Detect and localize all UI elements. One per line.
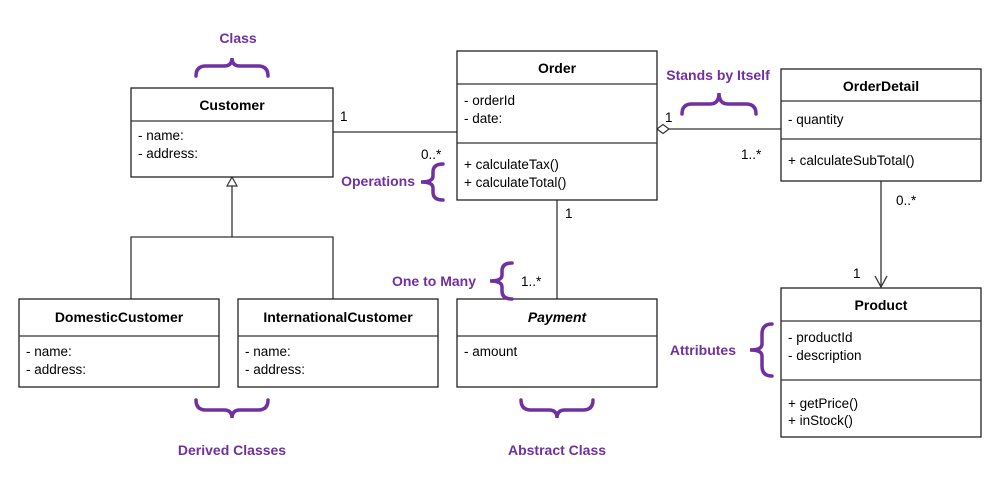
class-name: Order — [538, 60, 577, 76]
attribute: - productId — [788, 330, 853, 345]
brace-icon — [680, 92, 758, 116]
operation: + getPrice() — [788, 396, 858, 411]
annotation-operations: Operations — [341, 173, 415, 189]
class-name: Payment — [528, 309, 588, 325]
brace-icon — [194, 398, 270, 419]
multiplicity-label: 1 — [340, 109, 348, 124]
attribute: - name: — [245, 344, 291, 359]
attribute: - address: — [26, 362, 86, 377]
attribute: - orderId — [464, 93, 515, 108]
class-payment[interactable]: Payment - amount — [456, 298, 658, 388]
class-name: InternationalCustomer — [263, 309, 413, 325]
brace-icon — [489, 261, 514, 301]
attribute: - date: — [464, 111, 502, 126]
operation: + calculateTotal() — [464, 175, 566, 190]
operation: + inStock() — [788, 413, 853, 428]
operation: + calculateTax() — [464, 157, 559, 172]
annotation-abstract-class: Abstract Class — [508, 442, 606, 458]
multiplicity-label: 1 — [665, 110, 673, 125]
class-name: DomesticCustomer — [55, 309, 184, 325]
brace-icon — [749, 322, 774, 378]
annotation-derived-classes: Derived Classes — [178, 442, 286, 458]
class-order[interactable]: Order - orderId - date: + calculateTax()… — [456, 50, 658, 201]
brace-icon — [194, 57, 270, 78]
class-name: Customer — [199, 97, 265, 113]
multiplicity-label: 0..* — [421, 147, 442, 162]
brace-icon — [519, 398, 595, 419]
class-orderdetail[interactable]: OrderDetail - quantity + calculateSubTot… — [780, 68, 982, 182]
class-name: Product — [855, 297, 908, 313]
annotation-stands-by-itself: Stands by Itself — [666, 67, 770, 83]
class-customer[interactable]: Customer - name: - address: — [130, 87, 334, 178]
multiplicity-label: 1 — [853, 266, 861, 281]
class-name: OrderDetail — [843, 78, 919, 94]
class-internationalcustomer[interactable]: InternationalCustomer - name: - address: — [237, 298, 439, 388]
multiplicity-label: 1..* — [741, 147, 762, 162]
brace-icon — [420, 162, 445, 202]
inheritance-triangle-icon — [225, 175, 239, 187]
attribute: - address: — [138, 146, 198, 161]
generalization-connector — [130, 175, 334, 299]
operation: + calculateSubTotal() — [788, 153, 914, 168]
attribute: - description — [788, 348, 862, 363]
attribute: - amount — [464, 344, 518, 359]
annotation-attributes: Attributes — [670, 342, 736, 358]
multiplicity-label: 0..* — [896, 193, 917, 208]
attribute: - name: — [26, 344, 72, 359]
class-domesticcustomer[interactable]: DomesticCustomer - name: - address: — [18, 298, 220, 388]
attribute: - address: — [245, 362, 305, 377]
aggregation-diamond-icon — [656, 123, 670, 135]
navigability-arrow-icon — [874, 275, 888, 289]
multiplicity-label: 1..* — [521, 274, 542, 289]
attribute: - quantity — [788, 112, 844, 127]
attribute: - name: — [138, 128, 184, 143]
annotation-class: Class — [219, 30, 257, 46]
annotation-one-to-many: One to Many — [392, 273, 476, 289]
multiplicity-label: 1 — [565, 206, 573, 221]
class-product[interactable]: Product - productId - description + getP… — [780, 287, 982, 438]
